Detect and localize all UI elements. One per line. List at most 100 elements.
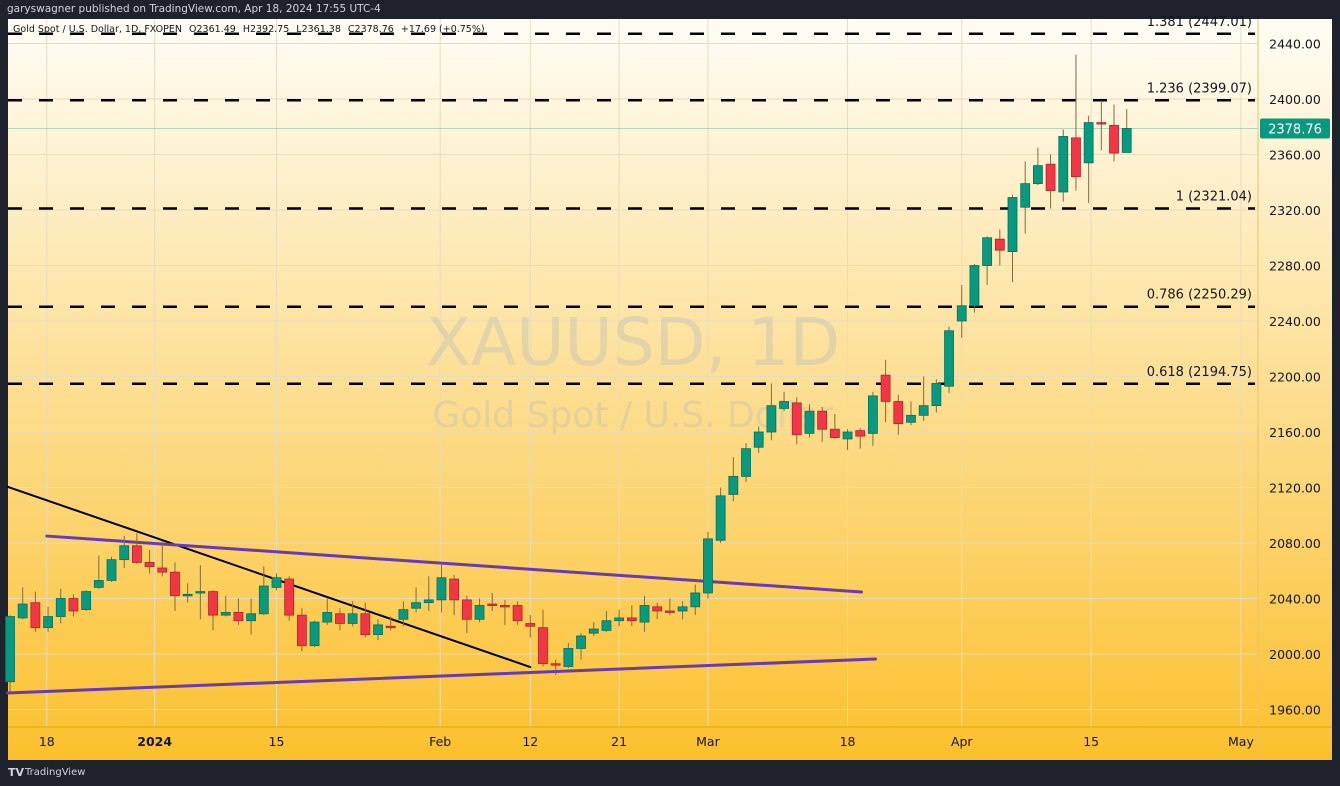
candle-body	[779, 401, 789, 409]
time-tick-label: Apr	[951, 734, 973, 749]
candle-down	[385, 616, 396, 631]
candle-body	[373, 624, 383, 635]
time-tick-label: 18	[39, 734, 55, 749]
price-axis[interactable]: 2440.00 2400.00 2360.00 2320.00 2280.00 2240.…	[1269, 37, 1321, 718]
candle-up	[106, 556, 117, 582]
price-tick-label: 2200.00	[1269, 370, 1321, 385]
candle-up	[703, 531, 713, 599]
candle-body	[1020, 183, 1031, 208]
candle-down	[1109, 104, 1119, 162]
price-tick-label: 2400.00	[1269, 92, 1321, 107]
candle-body	[208, 591, 218, 616]
candle-body	[487, 603, 498, 606]
time-tick-label: 18	[840, 734, 856, 749]
candle-up	[728, 456, 739, 502]
plot-background	[8, 19, 1332, 760]
time-tick-label: 2024	[137, 734, 172, 749]
candle-body	[449, 578, 460, 601]
candle-body	[893, 401, 904, 425]
candle-body	[436, 577, 447, 601]
candle-up	[309, 620, 320, 648]
candle-up	[639, 595, 650, 632]
time-tick-label: May	[1228, 734, 1254, 749]
price-tick-label: 2120.00	[1269, 481, 1321, 496]
candle-up	[1032, 147, 1043, 186]
candle-body	[170, 571, 180, 597]
candle-body	[1071, 137, 1081, 178]
candle-body	[1109, 124, 1119, 154]
candle-body	[829, 428, 840, 438]
candle-down	[131, 533, 142, 564]
channel-upper	[45, 534, 863, 594]
candle-down	[1045, 154, 1056, 209]
candle-body	[918, 405, 929, 416]
candle-body	[639, 605, 650, 623]
candle-body	[868, 395, 878, 434]
candle-up	[779, 391, 789, 412]
candle-body	[322, 611, 333, 623]
legend-high: H2392.75	[242, 24, 290, 35]
candle-body	[804, 410, 815, 434]
price-tick-label: 2240.00	[1269, 314, 1321, 329]
fib-level-label: 1.236 (2399.07)	[1147, 81, 1252, 96]
candle-body	[614, 617, 625, 622]
candle-up	[956, 284, 967, 338]
candle-body	[271, 577, 282, 588]
candle-up	[411, 587, 421, 613]
candles	[5, 54, 1132, 692]
candle-up	[373, 619, 383, 641]
fib-level-label: 1.381 (2447.01)	[1147, 15, 1252, 30]
candle-up	[753, 426, 764, 453]
candle-up	[17, 587, 28, 620]
candle-down	[512, 601, 523, 625]
candle-body	[766, 405, 777, 433]
candle-up	[563, 642, 574, 668]
legend-open: O2361.49	[189, 24, 236, 35]
candle-body	[296, 614, 307, 647]
price-chart[interactable]: XAUUSD, 1D Gold Spot / U.S. Dollar 1.381…	[0, 0, 1340, 760]
price-tick-label: 2080.00	[1269, 536, 1321, 551]
tradingview-logo-icon[interactable]: TV	[8, 766, 25, 779]
candle-up	[398, 601, 409, 627]
candle-up	[1121, 109, 1132, 153]
candle-body	[690, 592, 701, 608]
candle-up	[43, 606, 53, 632]
candle-down	[335, 608, 345, 631]
candle-up	[766, 383, 777, 441]
candle-up	[423, 576, 434, 611]
candle-body	[982, 237, 993, 266]
tradingview-brand[interactable]: TradingView	[25, 767, 86, 778]
candle-body	[106, 559, 117, 581]
candle-body	[753, 431, 764, 448]
descending-trendline	[6, 485, 532, 669]
candle-up	[55, 588, 66, 624]
candle-down	[538, 609, 548, 667]
candle-down	[144, 549, 155, 574]
candle-body	[956, 305, 967, 322]
candle-body	[715, 495, 726, 541]
time-axis[interactable]: 18 2024 15 Feb 12 21 Mar 18 Apr 15 May	[39, 734, 1255, 749]
candle-down	[893, 394, 904, 435]
candle-body	[994, 238, 1005, 251]
candle-body	[360, 613, 371, 635]
candle-up	[576, 633, 586, 660]
candle-body	[131, 545, 142, 563]
candle-down	[157, 541, 168, 577]
candle-body	[182, 593, 193, 597]
candle-up	[81, 590, 92, 611]
candle-down	[1071, 54, 1081, 191]
candle-up	[944, 326, 954, 394]
candle-up	[436, 562, 447, 613]
candle-down	[855, 427, 866, 449]
candle-up	[195, 565, 206, 620]
candle-body	[677, 606, 688, 612]
candle-body	[563, 648, 574, 667]
candle-down	[500, 599, 510, 625]
candle-down	[208, 590, 218, 631]
price-tick-label: 2320.00	[1269, 203, 1321, 218]
candle-body	[1007, 197, 1018, 253]
candle-body	[1083, 122, 1094, 164]
candle-body	[842, 431, 853, 440]
candle-down	[296, 608, 307, 652]
candle-body	[664, 610, 675, 613]
